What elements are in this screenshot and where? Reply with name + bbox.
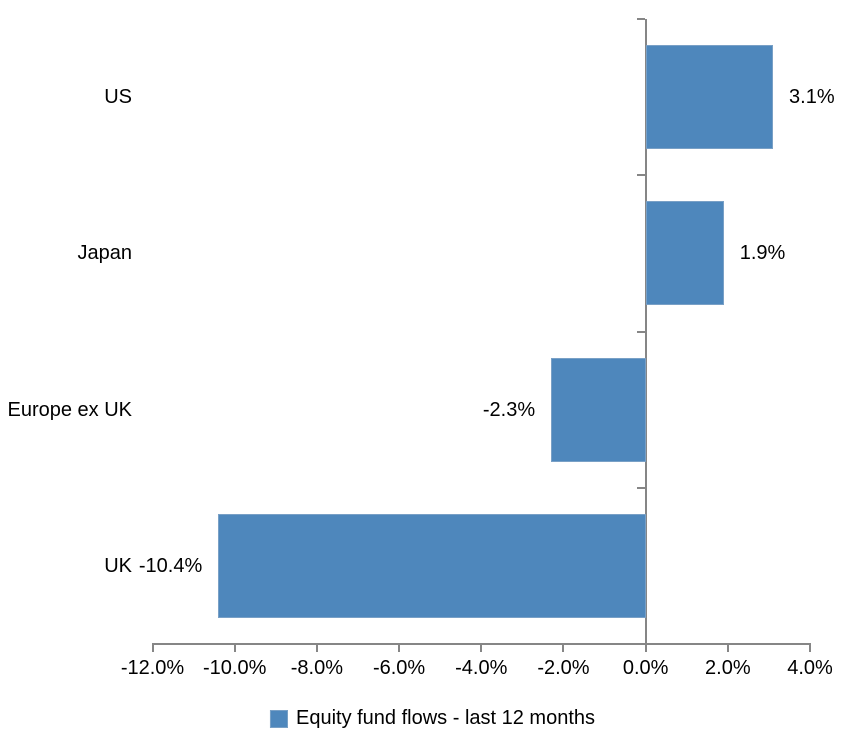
bar-value-label: 3.1% xyxy=(789,86,835,109)
x-axis-tick xyxy=(398,645,401,652)
category-label: US xyxy=(104,86,132,109)
x-axis-tick-label: -6.0% xyxy=(372,657,426,679)
x-axis-tick xyxy=(480,645,483,652)
bar-us xyxy=(645,45,774,150)
category-label: UK xyxy=(104,554,132,577)
bar-value-label: -2.3% xyxy=(482,398,536,421)
legend: Equity fund flows - last 12 months xyxy=(269,707,596,730)
category-label: Japan xyxy=(77,242,133,265)
x-axis-tick-label: 4.0% xyxy=(787,657,833,679)
bar-uk xyxy=(218,513,646,618)
category-axis-tick xyxy=(636,643,645,645)
x-axis-tick-label: -4.0% xyxy=(455,657,508,679)
category-axis-tick xyxy=(636,174,645,177)
x-axis-tick xyxy=(726,645,729,652)
x-axis-tick-label: 2.0% xyxy=(705,657,751,679)
x-axis-tick-label: -10.0% xyxy=(203,657,267,679)
legend-marker xyxy=(269,709,288,728)
category-axis-tick xyxy=(636,18,645,20)
y-axis-line xyxy=(644,19,647,651)
bar-europe-ex-uk xyxy=(551,357,646,462)
category-label: Europe ex UK xyxy=(7,398,132,421)
x-axis-tick-label: -2.0% xyxy=(537,657,590,679)
x-axis-tick xyxy=(233,645,236,652)
x-axis-tick xyxy=(562,645,565,652)
category-axis-tick xyxy=(636,486,645,489)
category-axis-tick xyxy=(636,330,645,333)
x-axis-tick-label: -8.0% xyxy=(290,657,343,679)
bar-value-label: -10.4% xyxy=(138,554,203,577)
x-axis-tick xyxy=(644,645,647,652)
x-axis-tick xyxy=(315,645,318,652)
x-axis-tick xyxy=(809,645,811,652)
x-axis-tick-label: -12.0% xyxy=(120,657,185,679)
bar-japan xyxy=(645,201,724,306)
legend-label: Equity fund flows - last 12 months xyxy=(295,707,596,729)
bar-value-label: 1.9% xyxy=(739,242,786,265)
x-axis-tick-label: 0.0% xyxy=(622,657,669,679)
x-axis-line xyxy=(151,643,811,645)
x-axis-tick xyxy=(151,645,154,652)
